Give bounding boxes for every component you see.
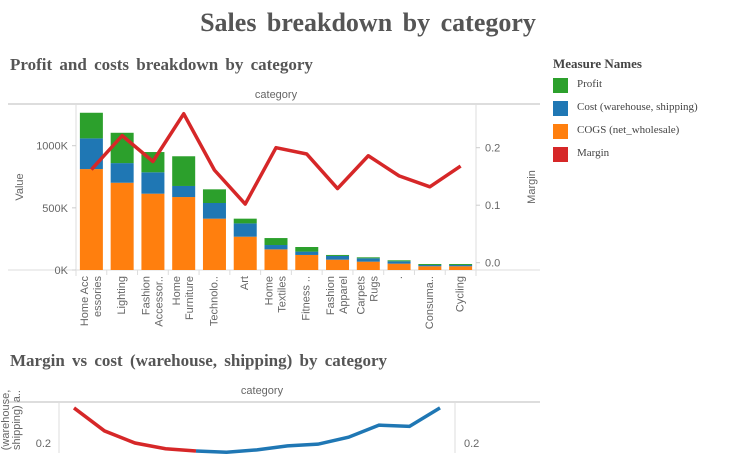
legend-swatch — [553, 101, 568, 116]
legend-item-margin[interactable]: Margin — [553, 147, 698, 170]
y-tick-label: 1000K — [36, 141, 68, 153]
x-tick-label: Fitness .. — [301, 276, 313, 321]
y2-tick-label: 0.2 — [464, 438, 479, 450]
bar-cost — [79, 138, 103, 170]
legend-label: Cost (warehouse, shipping) — [577, 101, 698, 113]
legend-label: COGS (net_wholesale) — [577, 124, 680, 136]
y-tick-label: 500K — [42, 203, 68, 215]
bar-profit — [326, 254, 350, 256]
bar-cost — [264, 245, 288, 250]
bar-cogs — [202, 218, 226, 270]
bar-profit — [418, 264, 442, 266]
x-tick-label: Accessor.. — [153, 276, 165, 327]
bar-profit — [295, 247, 319, 252]
bar-profit — [233, 218, 257, 224]
y-axis-title-2-line: shipping) a.. — [11, 390, 23, 450]
legend-title: Measure Names — [553, 56, 642, 71]
bar-cost — [356, 258, 380, 262]
legend-label: Profit — [577, 78, 603, 90]
bar-profit — [172, 156, 196, 186]
y-axis-title-2-line: (warehouse, — [0, 390, 12, 451]
bar-cost — [418, 265, 442, 267]
bar-profit — [202, 189, 226, 204]
bar-cost — [449, 265, 473, 267]
x-tick-label: Technolo.. — [208, 276, 220, 326]
y2-tick-label: 0.1 — [485, 200, 500, 212]
legend-item-profit[interactable]: Profit — [553, 78, 698, 101]
bar-cogs — [326, 259, 350, 270]
bar-profit — [79, 112, 103, 139]
x-tick-label: Art — [239, 276, 251, 290]
legend-swatch — [553, 78, 568, 93]
y2-tick-label: 0.2 — [485, 143, 500, 155]
y-axis-title-2: (warehouse,shipping) a.. — [0, 390, 23, 451]
legend-item-cogs[interactable]: COGS (net_wholesale) — [553, 124, 698, 147]
x-tick-label: Fashion — [325, 276, 337, 315]
bar-cost — [295, 251, 319, 255]
legend-swatch — [553, 147, 568, 162]
bar-cost — [202, 203, 226, 219]
x-tick-label: . — [393, 276, 405, 279]
margin-line — [90, 112, 462, 206]
bar-cost — [387, 261, 411, 264]
dashboard-title: Sales breakdown by category — [200, 8, 536, 37]
y-tick-label: 0.2 — [36, 438, 51, 450]
chart2-title: Margin vs cost (warehouse, shipping) by … — [10, 351, 388, 370]
line-blue — [195, 406, 441, 454]
x-tick-label: Lighting — [116, 276, 128, 315]
x-tick-label: Home — [171, 276, 183, 305]
column-header-2: category — [241, 385, 284, 397]
bar-cogs — [449, 266, 473, 270]
bar-cost — [110, 163, 134, 183]
y-tick-label: 0K — [55, 265, 69, 277]
y2-axis-title: Margin — [526, 170, 538, 204]
x-tick-label: Home — [263, 276, 275, 305]
x-tick-label: Apparel — [338, 276, 350, 314]
x-tick-label: Consuma.. — [424, 276, 436, 329]
legend-label: Margin — [577, 147, 610, 159]
bar-cogs — [141, 193, 165, 270]
bar-cost — [326, 255, 350, 260]
bar-cogs — [79, 169, 103, 270]
bar-profit — [387, 260, 411, 262]
x-tick-label: Home Acc — [79, 276, 91, 327]
line-red — [72, 406, 197, 453]
bar-cogs — [264, 249, 288, 270]
x-tick-label: Rugs — [369, 276, 381, 302]
bar-profit — [449, 264, 473, 266]
bar-cost — [233, 223, 257, 237]
x-tick-label: Textiles — [276, 276, 288, 313]
bar-profit — [356, 257, 380, 259]
bar-profit — [264, 238, 288, 246]
bar-cogs — [356, 261, 380, 270]
bar-cogs — [110, 182, 134, 270]
bar-cogs — [387, 263, 411, 270]
y-axis-title: Value — [14, 173, 26, 200]
bar-cogs — [233, 236, 257, 270]
column-header: category — [255, 89, 298, 101]
bar-cost — [172, 185, 196, 198]
legend-swatch — [553, 124, 568, 139]
x-tick-label: Furniture — [184, 276, 196, 320]
x-tick-label: Fashion — [140, 276, 152, 315]
y2-tick-label: 0.0 — [485, 258, 500, 270]
legend-item-cost[interactable]: Cost (warehouse, shipping) — [553, 101, 698, 124]
x-tick-label: Carpets — [356, 276, 368, 315]
bar-cogs — [418, 266, 442, 270]
x-tick-label: Cycling — [455, 276, 467, 312]
legend: Measure Names Profit Cost (warehouse, sh… — [553, 56, 698, 170]
bar-cogs — [172, 197, 196, 270]
chart1-title: Profit and costs breakdown by category — [10, 55, 313, 74]
bar-cogs — [295, 254, 319, 270]
x-tick-label: essories — [92, 276, 104, 317]
bar-cost — [141, 172, 165, 194]
